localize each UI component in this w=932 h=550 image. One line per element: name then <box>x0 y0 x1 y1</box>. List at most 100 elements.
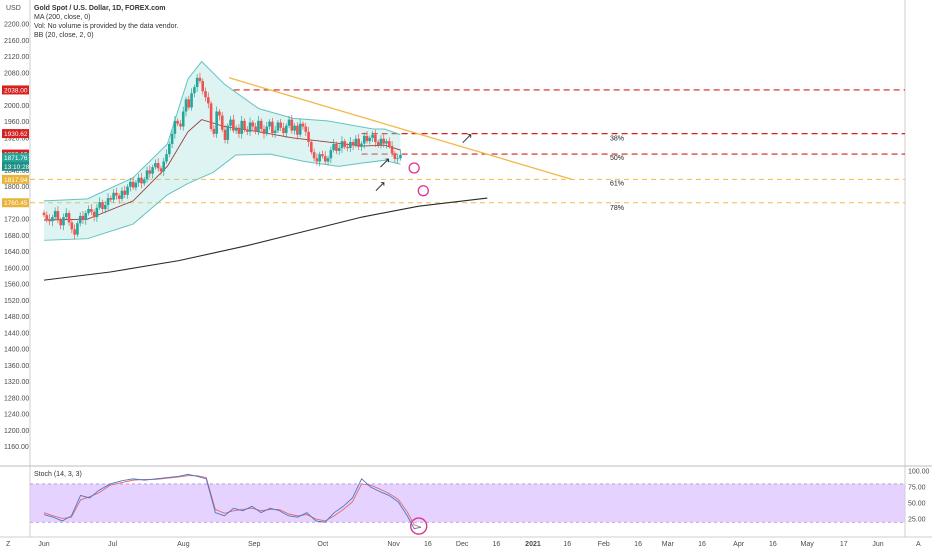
legend-bb: BB (20, close, 2, 0) <box>34 32 94 39</box>
ma200-line <box>43 197 488 281</box>
candle-body <box>326 158 330 162</box>
candle-body <box>296 125 299 135</box>
candle-body <box>140 177 143 184</box>
candle-body <box>310 141 313 153</box>
time-tick-label: 16 <box>698 541 706 548</box>
candle-body <box>351 141 355 146</box>
annotation-arrow-shaft <box>375 182 385 191</box>
stoch-k-line <box>43 473 422 530</box>
trendline-group <box>228 77 573 180</box>
candle-body <box>115 192 118 196</box>
candle-body <box>204 91 207 98</box>
candle-body <box>399 154 402 159</box>
candle-body <box>307 131 310 142</box>
trendline <box>228 77 573 180</box>
price-tick-label: 1800.00 <box>4 184 29 191</box>
currency-label: USD <box>6 5 21 12</box>
last-price-badge-bg <box>2 153 29 163</box>
stoch-tick-label: 25.00 <box>908 517 926 524</box>
candle-body <box>243 120 246 130</box>
candle-body <box>237 127 241 134</box>
annotation-arrow-head <box>467 134 472 138</box>
candle-body <box>117 195 121 199</box>
fib-label: 61% <box>610 180 624 187</box>
candle-body <box>390 146 394 154</box>
price-tick-label: 1840.00 <box>4 168 29 175</box>
candle-body <box>109 198 113 200</box>
price-tick-label: 2120.00 <box>4 54 29 61</box>
candle-body <box>181 111 185 127</box>
candle-body <box>376 141 380 146</box>
time-tick-label: Feb <box>598 541 610 548</box>
fib-labels: 38% 50% 61% 78% <box>610 136 624 212</box>
candle-body <box>262 128 266 134</box>
candle-body <box>187 99 191 108</box>
bb-fill <box>44 61 401 241</box>
price-tick-label: 1600.00 <box>4 265 29 272</box>
candle-body <box>131 181 135 188</box>
candle-body <box>90 209 93 212</box>
candle-body <box>67 213 71 223</box>
price-tick-label: 1400.00 <box>4 347 29 354</box>
stoch-tick-label: 100.00 <box>908 469 930 476</box>
candle-body <box>362 135 366 144</box>
time-tick-label: Aug <box>177 541 190 548</box>
candle-body <box>279 122 283 128</box>
price-candles <box>42 72 402 240</box>
fib-label: 38% <box>610 136 624 143</box>
candle-body <box>332 144 335 151</box>
candle-body <box>215 111 218 134</box>
candle-body <box>173 120 177 134</box>
price-tick-label: 1240.00 <box>4 412 29 419</box>
candle-body <box>318 154 321 162</box>
candle-body <box>148 170 152 174</box>
price-tick-label: 2200.00 <box>4 22 29 29</box>
candle-body <box>168 144 171 155</box>
candle-body <box>223 129 227 140</box>
price-tick-label: 1320.00 <box>4 379 29 386</box>
price-tick-label: 1200.00 <box>4 428 29 435</box>
candle-body <box>365 135 369 142</box>
stoch-label: Stoch (14, 3, 3) <box>34 471 82 478</box>
candle-body <box>315 158 319 162</box>
fib-label: 50% <box>610 155 624 162</box>
candle-body <box>259 120 263 129</box>
bottom-left-z[interactable]: Z <box>6 541 11 548</box>
time-tick-label: Apr <box>733 541 745 548</box>
time-tick-label: 2021 <box>525 541 541 548</box>
candle-body <box>251 122 255 127</box>
price-tick-label: 1680.00 <box>4 233 29 240</box>
candle-body <box>379 138 383 146</box>
candle-body <box>137 177 140 183</box>
candle-body <box>271 121 274 134</box>
candle-body <box>209 103 213 129</box>
candle-body <box>335 144 338 151</box>
candle-body <box>64 213 68 218</box>
level-badge: 2038.00 <box>4 87 28 94</box>
candle-body <box>282 127 285 134</box>
candle-body <box>337 148 341 151</box>
annotation-circle <box>408 162 420 174</box>
price-tick-label: 1560.00 <box>4 282 29 289</box>
candle-body <box>304 126 308 132</box>
candle-body <box>312 152 316 159</box>
price-tick-label: 1640.00 <box>4 249 29 256</box>
candle-body <box>84 213 88 220</box>
candle-body <box>343 141 347 147</box>
candle-body <box>195 77 199 88</box>
candle-body <box>374 134 377 142</box>
annotation-circle <box>417 185 429 197</box>
candle-body <box>212 128 216 134</box>
price-tick-label: 1440.00 <box>4 330 29 337</box>
candle-body <box>112 192 115 200</box>
level-badge: 1817.94 <box>4 177 28 184</box>
legend-ma: MA (200, close, 0) <box>34 14 90 21</box>
candle-body <box>321 154 324 157</box>
candle-body <box>45 215 49 220</box>
bottom-right-a[interactable]: A <box>916 541 921 548</box>
candle-body <box>368 137 372 142</box>
time-axis-ticks: Jun Jul Aug Sep Oct Nov 16 Dec 16 2021 16 Feb 16 Mar 1… <box>38 541 883 548</box>
candle-body <box>229 119 232 126</box>
stoch-tick-label: 75.00 <box>908 485 926 492</box>
stoch-band-fill <box>30 483 905 523</box>
